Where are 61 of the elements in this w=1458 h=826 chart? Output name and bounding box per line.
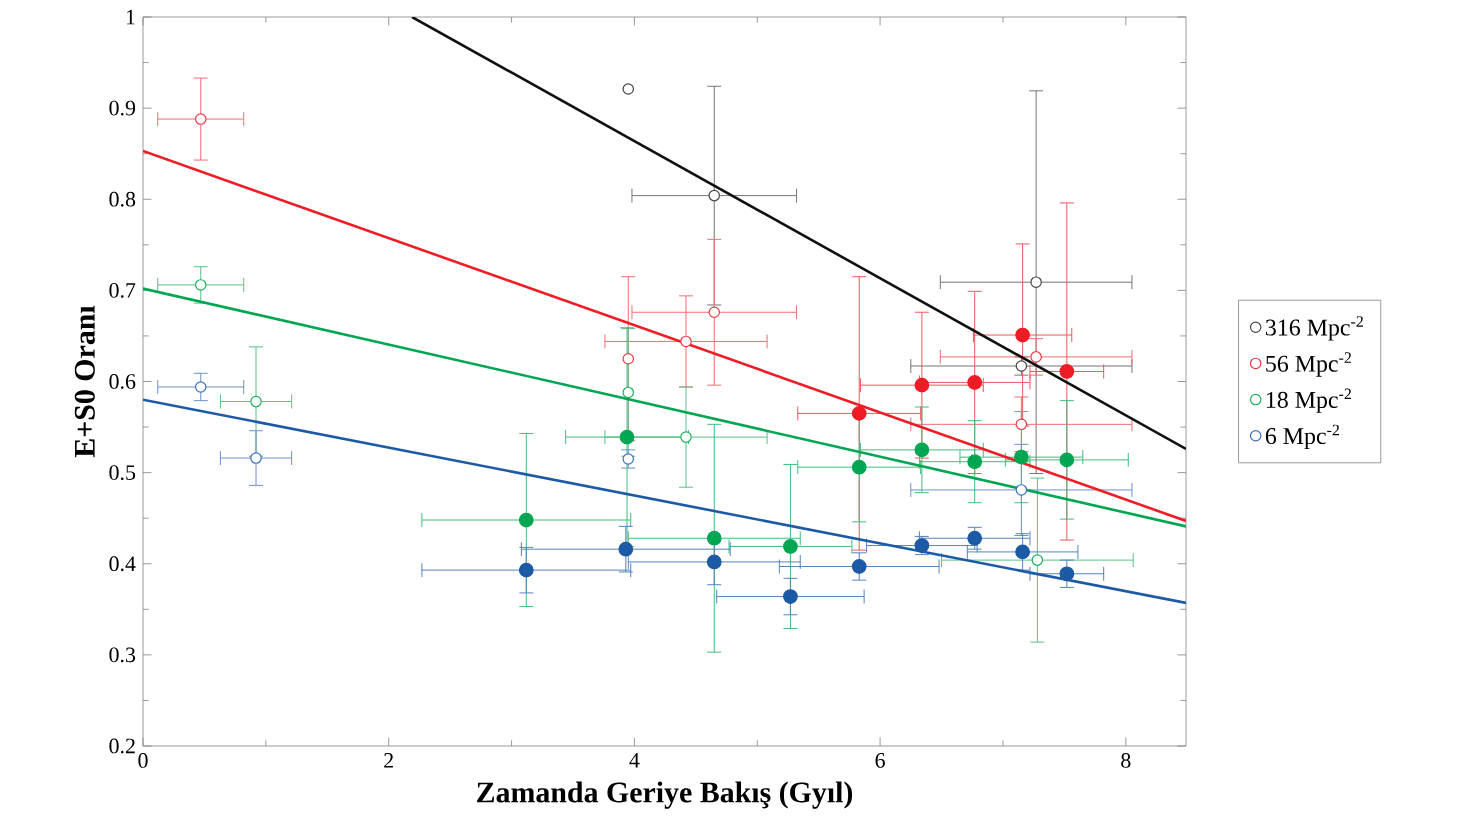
point [914, 377, 930, 393]
y-tick-label: 0.8 [109, 191, 136, 207]
point [622, 386, 635, 399]
y-tick-label: 0.3 [109, 647, 136, 663]
point [194, 279, 207, 291]
point [706, 530, 722, 546]
y-tick-label: 0.5 [109, 465, 136, 481]
y-tick-label: 0.9 [109, 100, 136, 116]
point [1059, 452, 1075, 468]
point [708, 306, 721, 319]
point [1014, 449, 1029, 465]
point [250, 395, 262, 408]
point [250, 452, 262, 464]
y-tick-label: 0.4 [109, 556, 136, 572]
point [1015, 360, 1028, 372]
point [1030, 276, 1042, 288]
x-tick-label: 4 [629, 753, 640, 768]
y-tick-label: 0.7 [109, 282, 136, 298]
legend-label: 56 Mpc$^{-2}$ [1266, 352, 1351, 377]
point [1015, 544, 1030, 560]
point [622, 352, 635, 365]
point [851, 559, 867, 574]
point [1015, 484, 1028, 496]
point [1059, 566, 1075, 582]
point [622, 453, 635, 465]
point [1015, 418, 1028, 431]
point [1031, 554, 1044, 566]
x-tick-label: 2 [384, 753, 393, 768]
point [618, 541, 634, 557]
x-axis-title: Zamanda Geriye Bakış (Gyıl) [477, 781, 853, 809]
legend-label: 6 Mpc$^{-2}$ [1265, 424, 1340, 449]
point [622, 83, 635, 95]
point [783, 539, 798, 554]
point [680, 335, 692, 348]
point [1030, 351, 1042, 363]
point [518, 562, 534, 578]
x-tick-label: 8 [1121, 753, 1131, 768]
point [1059, 364, 1075, 379]
point [851, 459, 867, 475]
legend-label: 18 Mpc$^{-2}$ [1266, 388, 1351, 413]
point [518, 512, 534, 528]
point [967, 530, 983, 546]
point [680, 431, 692, 443]
point [194, 381, 207, 393]
y-tick-label: 1 [126, 9, 135, 25]
point [1015, 327, 1030, 343]
point [967, 454, 983, 470]
point [851, 406, 867, 421]
point [619, 429, 635, 445]
point [967, 375, 983, 390]
point [706, 554, 722, 570]
point [914, 442, 930, 458]
y-axis-title: E+S0 Oranı [74, 305, 95, 458]
point [194, 113, 207, 125]
point [783, 589, 798, 604]
y-tick-label: 0.6 [109, 374, 136, 389]
x-tick-label: 0 [138, 753, 148, 768]
x-tick-label: 6 [875, 753, 885, 768]
point [708, 189, 721, 202]
y-tick-label: 0.2 [109, 738, 135, 754]
legend-label: 316 Mpc$^{-2}$ [1266, 316, 1363, 341]
